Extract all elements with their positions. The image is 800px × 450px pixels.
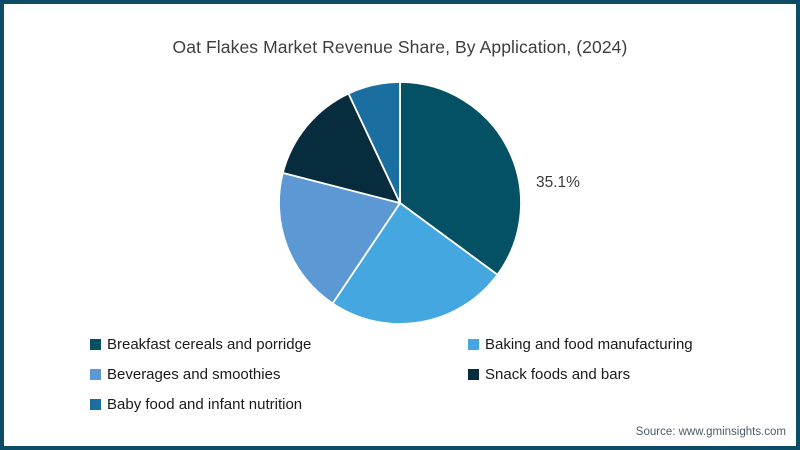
legend-swatch-icon (90, 339, 101, 350)
legend-item-beverages: Beverages and smoothies (90, 366, 468, 383)
pie-slice (281, 92, 401, 204)
legend-label: Snack foods and bars (485, 366, 631, 383)
source-attribution: Source: www.gminsights.com (635, 426, 786, 438)
legend-swatch-icon (90, 369, 101, 380)
legend-item-snack-foods: Snack foods and bars (468, 366, 730, 383)
pie-slice (347, 81, 401, 204)
pie-data-label: 35.1% (536, 174, 580, 191)
chart-title: Oat Flakes Market Revenue Share, By Appl… (172, 37, 628, 57)
legend-label: Beverages and smoothies (107, 366, 281, 383)
legend-item-breakfast-cereals: Breakfast cereals and porridge (90, 336, 468, 353)
pie-slice (331, 202, 499, 325)
pie-slice (278, 172, 401, 305)
legend-item-baby-food: Baby food and infant nutrition (90, 396, 468, 413)
legend-swatch-icon (90, 399, 101, 410)
legend-swatch-icon (468, 369, 479, 380)
legend-label: Baking and food manufacturing (485, 336, 693, 353)
legend: Breakfast cereals and porridge Baking an… (90, 336, 730, 413)
pie-svg (278, 81, 522, 325)
legend-item-baking-food: Baking and food manufacturing (468, 336, 730, 353)
legend-label: Breakfast cereals and porridge (107, 336, 312, 353)
legend-label: Baby food and infant nutrition (107, 396, 303, 413)
legend-swatch-icon (468, 339, 479, 350)
pie-chart (278, 81, 522, 325)
pie-slice (399, 81, 522, 276)
